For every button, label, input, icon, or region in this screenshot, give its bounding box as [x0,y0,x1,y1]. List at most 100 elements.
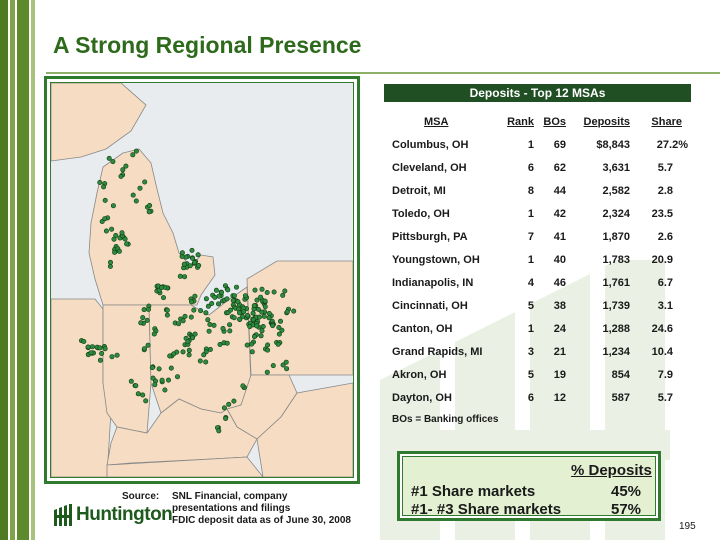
branch-dot [249,341,255,347]
share-line2-label: #1- #3 Share markets [411,501,562,518]
branch-dot [130,192,136,198]
branch-dot [102,346,108,352]
branch-dot [252,287,258,293]
branch-dot [259,328,265,334]
branch-dot [99,350,105,356]
branch-dot [103,228,109,234]
branch-dot [234,284,240,290]
table-row: Grand Rapids, MI 3 21 1,234 10.4 [390,346,690,366]
branch-dot [190,255,196,261]
cell-msa: Canton, OH [392,323,453,335]
branch-dot [133,148,139,154]
branch-dot [164,312,170,318]
branch-dot [109,226,115,232]
cell-share: 20.9 [651,254,673,266]
cell-msa: Youngstown, OH [392,254,480,266]
branch-dot [168,365,174,371]
branch-dot [114,352,120,358]
branch-dot [133,198,139,204]
cell-bos: 41 [553,231,566,243]
table-footnote: BOs = Banking offices [392,414,499,425]
table-row: Dayton, OH 6 12 587 5.7 [390,392,690,412]
cell-deposits: 1,739 [602,300,630,312]
cell-share: 5.7 [657,392,673,404]
branch-dot [203,310,209,316]
branch-dot [101,184,107,190]
table-row: Cincinnati, OH 5 38 1,739 3.1 [390,300,690,320]
branch-dot [190,335,196,341]
branch-dot [192,293,198,299]
branch-dot [284,309,290,315]
cell-deposits: $8,843 [596,139,630,151]
map-region-pennsylvania [246,260,353,376]
cell-share: 10.4 [651,346,673,358]
branch-dot [284,366,290,372]
branch-dot [207,346,213,352]
branch-dot [195,252,201,258]
cell-msa: Pittsburgh, PA [392,231,468,243]
cell-deposits: 854 [611,369,630,381]
cell-rank: 5 [527,300,534,312]
branch-dot [171,351,177,357]
cell-rank: 7 [527,231,534,243]
branch-dot [228,307,234,313]
branch-dot [213,287,219,293]
branch-dot [198,308,204,314]
share-box-header: % Deposits [571,462,652,479]
source-text: SNL Financial, company presentations and… [172,491,351,527]
branch-dot [186,352,192,358]
branch-dot [119,230,125,236]
branch-dot [203,296,209,302]
branch-dot [143,398,149,404]
branch-dot [280,362,286,368]
cell-bos: 40 [553,254,566,266]
branch-dot [141,307,147,313]
cell-deposits: 1,870 [602,231,630,243]
cell-bos: 42 [553,208,566,220]
branch-dot [262,304,268,310]
branch-dot [130,152,136,158]
decorative-stripe [0,0,8,540]
branch-dot [245,313,251,319]
cell-share: 6.7 [657,277,673,289]
branch-dot [110,203,116,209]
branch-dot [140,392,146,398]
branch-dot [203,359,209,365]
cell-bos: 62 [553,162,566,174]
branch-dot [89,344,95,350]
branch-dot [227,322,233,328]
branch-dot [216,428,222,434]
col-header-rank: Rank [507,116,534,128]
branch-dot [276,325,282,331]
table-title: Deposits - Top 12 MSAs [384,84,691,102]
table-row: Akron, OH 5 19 854 7.9 [390,369,690,389]
branch-dot [225,287,231,293]
branch-dot [161,295,167,301]
source-line: SNL Financial, company [172,491,288,502]
branch-dot [188,314,194,320]
source-line: FDIC deposit data as of June 30, 2008 [172,515,351,526]
branch-dot [197,358,203,364]
cell-msa: Grand Rapids, MI [392,346,483,358]
branch-dot [207,322,213,328]
branch-dot [189,247,195,253]
cell-deposits: 1,288 [602,323,630,335]
cell-msa: Toledo, OH [392,208,450,220]
branch-dot [110,159,116,165]
branch-dot [249,349,255,355]
huntington-logo-icon [54,504,72,526]
cell-share: 27.2% [656,139,688,151]
branch-dot [217,341,223,347]
cell-bos: 21 [553,346,566,358]
branch-dot [122,236,128,242]
cell-rank: 3 [527,346,534,358]
huntington-logo: Huntington [54,503,173,527]
map-region-upper-peninsula [51,83,147,162]
cell-msa: Dayton, OH [392,392,452,404]
branch-dot [118,173,124,179]
branch-dot [192,260,198,266]
cell-bos: 69 [553,139,566,151]
decorative-stripe [17,0,29,540]
branch-dot [181,261,187,267]
branch-dot [258,333,264,339]
